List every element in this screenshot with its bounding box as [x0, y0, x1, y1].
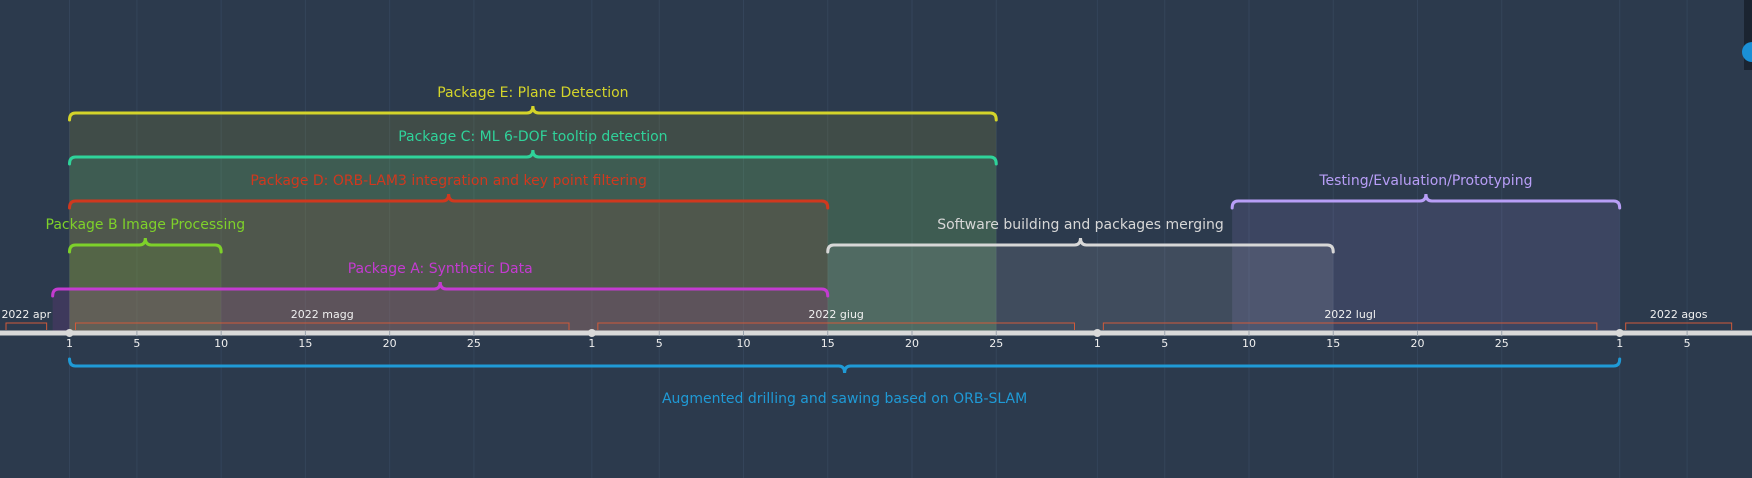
task-area: [69, 201, 828, 333]
month-bracket: [597, 322, 1075, 330]
month-label: 2022 magg: [291, 308, 354, 321]
tick-label: 5: [656, 337, 663, 350]
tick-label: 15: [821, 337, 835, 350]
month-start-marker: [1093, 329, 1102, 337]
month-start-marker: [1615, 329, 1624, 337]
tick-label: 20: [383, 337, 397, 350]
tick-label: 25: [1495, 337, 1509, 350]
task-bracket[interactable]: [68, 149, 998, 166]
tick-label: 1: [1616, 337, 1623, 350]
tick-label: 5: [1684, 337, 1691, 350]
month-label: 2022 agos: [1650, 308, 1708, 321]
tick-label: 1: [1094, 337, 1101, 350]
task-label: Software building and packages merging: [937, 217, 1224, 233]
task-label: Package D: ORB-LAM3 integration and key …: [250, 173, 646, 189]
month-label: 2022 apr: [1, 308, 51, 321]
tick-label: 15: [1326, 337, 1340, 350]
task-areas: [52, 113, 1620, 333]
project-bracket[interactable]: [68, 357, 1622, 374]
task-bracket[interactable]: [68, 193, 830, 210]
tick-label: 20: [1411, 337, 1425, 350]
tick-label: 10: [214, 337, 228, 350]
tick-label: 25: [467, 337, 481, 350]
task-bracket[interactable]: [51, 281, 830, 298]
task-label: Package C: ML 6-DOF tooltip detection: [398, 129, 667, 145]
task-label: Testing/Evaluation/Prototyping: [1318, 173, 1532, 189]
month-label: 2022 lugl: [1324, 308, 1376, 321]
vertical-scrollbar[interactable]: [1744, 0, 1752, 70]
task-label: Package B Image Processing: [46, 217, 246, 233]
task-bracket[interactable]: [1230, 193, 1622, 210]
time-axis[interactable]: 2022 apr 2022 magg 2022 giug 2022 lugl 2022 …: [0, 308, 1752, 350]
task-bracket[interactable]: [826, 237, 1335, 254]
tick-label: 15: [298, 337, 312, 350]
task-area: [827, 245, 1334, 333]
month-start-marker: [587, 329, 596, 337]
month-start-marker: [65, 329, 74, 337]
tick-label: 10: [737, 337, 751, 350]
month-bracket: [1102, 322, 1598, 330]
task-bracket[interactable]: [68, 105, 998, 122]
tick-label: 10: [1242, 337, 1256, 350]
task-bracket[interactable]: [68, 237, 223, 254]
tick-label: 1: [588, 337, 595, 350]
task-area: [1232, 201, 1620, 333]
task-label: Package E: Plane Detection: [437, 85, 628, 101]
tick-label: 1: [66, 337, 73, 350]
month-bracket: [75, 322, 570, 330]
project-title: Augmented drilling and sawing based on O…: [662, 391, 1027, 407]
scroll-handle[interactable]: [1742, 42, 1752, 62]
tick-label: 25: [989, 337, 1003, 350]
month-bracket: [1625, 322, 1733, 330]
tick-label: 5: [1161, 337, 1168, 350]
tick-label: 5: [133, 337, 140, 350]
task-brackets: Package E: Plane Detection Package C: ML …: [46, 85, 1622, 298]
month-bracket: [5, 322, 48, 330]
task-area: [52, 289, 828, 333]
tick-label: 20: [905, 337, 919, 350]
task-label: Package A: Synthetic Data: [348, 261, 533, 277]
project-bracket: Augmented drilling and sawing based on O…: [68, 357, 1622, 407]
month-label: 2022 giug: [808, 308, 863, 321]
task-area: [69, 113, 997, 333]
grid-lines: [69, 0, 1688, 478]
